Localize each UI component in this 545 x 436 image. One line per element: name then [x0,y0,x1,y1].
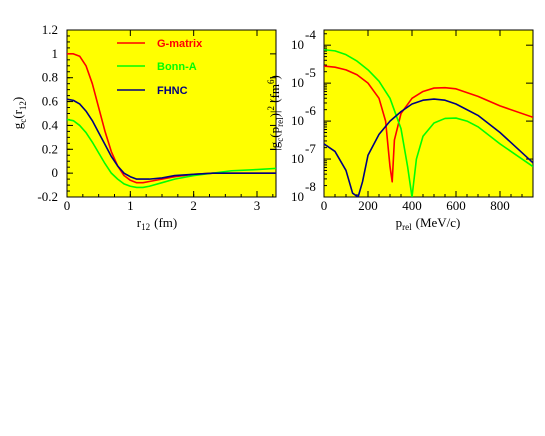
right-x-title-sub: rel [402,222,412,232]
right-y-tick-base: 10 [291,37,304,52]
left-plot-background [66,29,277,198]
right-y-title-c: )| [267,110,282,117]
right-line-fhnc [324,98,533,197]
right-x-title-unit: (MeV/c) [416,215,461,230]
right-y-title-sub-b: rel [275,117,285,127]
left-y-tick-label: -0.2 [37,189,58,204]
right-y-tick-base: 10 [291,75,304,90]
left-y-title-arg-open: (r [10,109,25,118]
right-line-bonn-a [324,48,533,197]
right-y-title-b: (p [267,127,282,138]
right-y-tick-exponent: -8 [305,179,316,194]
left-panel: 0 1 2 3-0.200.20.40.60.811.2 G-matrix Bonn-… [10,22,277,232]
left-series-group [66,53,277,189]
left-y-title-arg-close: ) [10,97,25,101]
right-y-title-sup-d: 6 [266,79,276,84]
right-y-tick-exponent: -7 [305,141,316,156]
left-y-tick-label: 0.2 [42,141,58,156]
right-x-axis-title: prel (MeV/c) [396,215,461,232]
right-y-tick-base: 10 [291,151,304,166]
right-plot-background [323,29,534,198]
left-y-title-sub: c [18,119,28,123]
left-x-title-sub: 12 [141,222,150,232]
left-y-tick-label: 0 [52,165,59,180]
left-x-title-main: r [137,215,142,230]
right-y-tick-exponent: -4 [305,27,316,42]
legend-label-fhnc: FHNC [157,85,188,97]
right-y-title-sub-a: c [275,138,285,142]
left-y-title-main: g [10,122,25,129]
left-x-tick-label: 0 [64,198,71,213]
left-x-title-unit: (fm) [154,215,177,230]
right-y-title-a: |g [267,141,282,151]
left-y-tick-label: 0.6 [42,94,59,109]
left-y-title-arg-sub: 12 [18,101,28,110]
right-x-tick-label: 800 [490,198,510,213]
right-y-title-e: ) [267,75,282,79]
right-y-tick-base: 10 [291,113,304,128]
right-series-group [324,48,533,197]
right-y-axis-title: |gc(prel)|2 (fm6) [266,75,285,151]
left-legend: G-matrix Bonn-A FHNC [117,38,203,97]
right-x-tick-label: 600 [446,198,466,213]
left-x-tick-label: 1 [127,198,134,213]
right-y-tick-exponent: -5 [305,65,316,80]
right-y-tick-base: 10 [291,189,304,204]
left-x-tick-label: 2 [190,198,197,213]
legend-label-bonn-a: Bonn-A [157,61,197,73]
right-x-tick-label: 200 [358,198,378,213]
right-line-g-matrix [324,65,533,183]
left-x-axis-title: r12 (fm) [137,215,177,232]
right-x-title-main: p [396,215,403,230]
left-y-tick-label: 1 [52,46,59,61]
right-y-title-d: (fm [267,84,282,106]
left-y-axis-title: gc(r12) [10,97,28,130]
left-y-tick-label: 0.8 [42,70,58,85]
left-y-tick-label: 0.4 [42,117,59,132]
legend-label-g-matrix: G-matrix [157,38,203,50]
right-y-tick-exponent: -6 [305,103,316,118]
right-x-tick-label: 400 [402,198,422,213]
left-line-fhnc [66,98,276,180]
right-x-tick-label: 0 [321,198,328,213]
left-x-tick-label: 3 [254,198,261,213]
left-y-tick-label: 1.2 [42,22,58,37]
left-axis-ticks: 0 1 2 3 -0.2 0 0.2 0.4 0.6 0.8 1 1.2 [37,22,276,213]
right-y-title-sup-c: 2 [266,106,276,111]
